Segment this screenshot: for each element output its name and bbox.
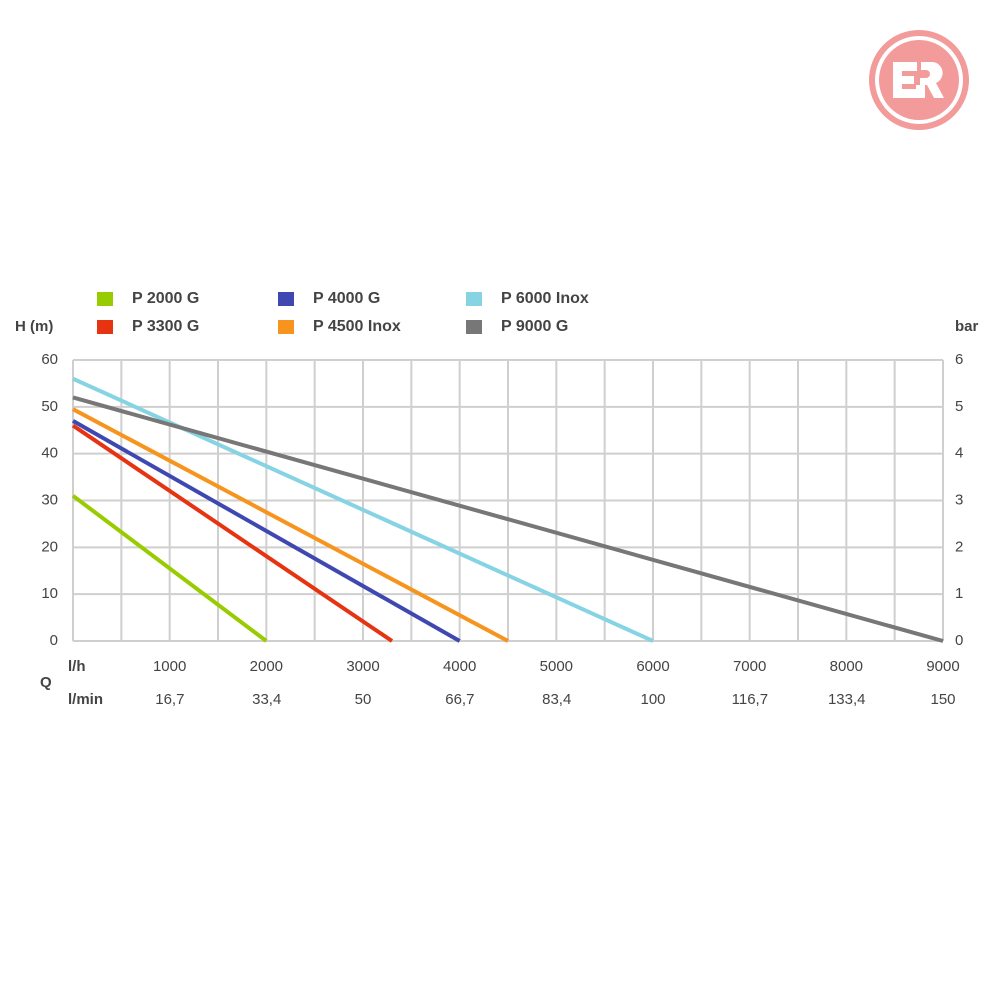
x-tick-label: 2000 xyxy=(250,658,283,675)
y-tick-label: 60 xyxy=(41,351,58,368)
legend-label: P 4000 G xyxy=(313,290,380,307)
series-line xyxy=(72,376,654,643)
series-line xyxy=(72,407,509,643)
y2-tick-label: 3 xyxy=(955,491,963,508)
x-unit-label: l/h xyxy=(68,658,86,675)
series-line xyxy=(71,494,268,643)
legend-swatch xyxy=(278,292,294,306)
y-axis-label: H (m) xyxy=(15,318,53,335)
y2-tick-label: 5 xyxy=(955,398,963,415)
x2-tick-label: 116,7 xyxy=(732,691,768,708)
x-tick-label: 7000 xyxy=(733,658,766,675)
y-tick-label: 40 xyxy=(41,445,58,462)
x2-tick-label: 66,7 xyxy=(445,691,474,708)
series-line xyxy=(72,395,944,643)
legend-label: P 9000 G xyxy=(501,318,568,335)
legend-swatch xyxy=(278,320,294,334)
logo xyxy=(869,30,969,130)
y-tick-label: 0 xyxy=(50,632,58,649)
y2-tick-label: 0 xyxy=(955,632,963,649)
y-tick-label: 50 xyxy=(41,398,58,415)
x-axis-label: Q xyxy=(40,674,52,691)
legend-swatch xyxy=(97,292,113,306)
x2-unit-label: l/min xyxy=(68,691,103,708)
legend-swatch xyxy=(97,320,113,334)
legend-swatch xyxy=(466,320,482,334)
legend-label: P 3300 G xyxy=(132,318,199,335)
x-tick-label: 8000 xyxy=(830,658,863,675)
legend-label: P 6000 Inox xyxy=(501,290,589,307)
x2-tick-label: 133,4 xyxy=(828,691,866,708)
y2-tick-label: 6 xyxy=(955,351,963,368)
legend-swatch xyxy=(466,292,482,306)
x-tick-label: 5000 xyxy=(540,658,573,675)
x-tick-label: 6000 xyxy=(636,658,669,675)
x-tick-label: 9000 xyxy=(926,658,959,675)
x2-tick-label: 16,7 xyxy=(155,691,184,708)
series-line xyxy=(71,423,394,643)
y2-tick-label: 2 xyxy=(955,538,963,555)
legend-label: P 4500 Inox xyxy=(313,318,401,335)
x2-tick-label: 50 xyxy=(355,691,372,708)
y2-tick-label: 1 xyxy=(955,585,963,602)
y2-tick-label: 4 xyxy=(955,445,963,462)
x2-tick-label: 100 xyxy=(640,691,665,708)
x-tick-label: 1000 xyxy=(153,658,186,675)
x2-tick-label: 83,4 xyxy=(542,691,571,708)
x-tick-label: 3000 xyxy=(346,658,379,675)
x-tick-label: 4000 xyxy=(443,658,476,675)
y-tick-label: 30 xyxy=(41,491,58,508)
x2-tick-label: 33,4 xyxy=(252,691,281,708)
y2-axis-label: bar xyxy=(955,318,979,335)
legend-label: P 2000 G xyxy=(132,290,199,307)
y-tick-label: 20 xyxy=(41,538,58,555)
series-line xyxy=(72,419,461,643)
x2-tick-label: 150 xyxy=(930,691,955,708)
y-tick-label: 10 xyxy=(41,585,58,602)
